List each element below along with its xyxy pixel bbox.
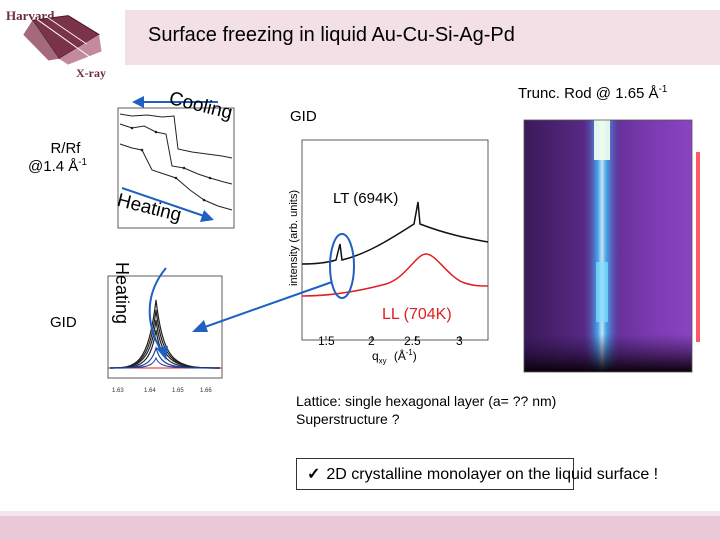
footer-bar — [0, 516, 720, 540]
gid-center-label: GID — [290, 108, 317, 125]
gid-left-label: GID — [50, 314, 77, 331]
xtick-4: 3 — [456, 334, 463, 348]
heating-curved-arrow-icon — [148, 267, 168, 360]
lt-label: LT (694K) — [333, 190, 399, 207]
ll-label: LL (704K) — [382, 306, 452, 323]
harvard-xray-logo: Harvard X-ray — [2, 5, 124, 81]
center-xticks: 1.5 2 2.5 3 — [300, 334, 500, 350]
heating-arrow-icon — [121, 187, 214, 222]
title-band — [125, 10, 720, 65]
xtick-2: 2 — [368, 334, 375, 348]
truncation-rod-heatmap — [510, 112, 710, 384]
lattice-line: Lattice: single hexagonal layer (a= ?? n… — [296, 393, 557, 409]
xtick-1: 1.5 — [318, 334, 335, 348]
cooling-arrow-icon — [132, 96, 218, 108]
conclusion-box: ✓ 2D crystalline monolayer on the liquid … — [296, 458, 658, 490]
xtick-3: 2.5 — [404, 334, 421, 348]
rrf-label: R/Rf @1.4 Å-1 — [28, 140, 87, 175]
heating-side-label: Heating — [112, 262, 132, 325]
slide-title: Surface freezing in liquid Au-Cu-Si-Ag-P… — [148, 24, 515, 46]
trunc-rod-label: Trunc. Rod @ 1.65 Å-1 — [518, 84, 668, 102]
center-xtitle: qxy (Å-1) — [372, 348, 417, 366]
shield-logo-icon: Harvard X-ray — [6, 8, 106, 80]
superstructure-line: Superstructure ? — [296, 411, 400, 427]
svg-text:1.63: 1.63 — [112, 388, 124, 394]
checkmark-icon: ✓ — [307, 466, 321, 483]
svg-text:1.64: 1.64 — [144, 388, 156, 394]
lattice-notes: Lattice: single hexagonal layer (a= ?? n… — [296, 392, 556, 428]
reflectivity-temperature-plot — [112, 104, 236, 234]
svg-text:1.65: 1.65 — [172, 388, 184, 394]
logo-bottom-text: X-ray — [76, 66, 106, 80]
conclusion-text: 2D crystalline monolayer on the liquid s… — [326, 466, 659, 483]
footer-stripe-light — [0, 511, 720, 516]
gid-lt-ll-plot — [286, 134, 492, 370]
gid-heating-plot: 1.63 1.64 1.65 1.66 — [86, 270, 226, 400]
rrf-line1: R/Rf — [50, 140, 81, 157]
highlight-ellipse-arrow-icon — [192, 233, 355, 332]
svg-text:1.66: 1.66 — [200, 388, 212, 394]
rrf-line2: @1.4 Å-1 — [28, 157, 87, 175]
